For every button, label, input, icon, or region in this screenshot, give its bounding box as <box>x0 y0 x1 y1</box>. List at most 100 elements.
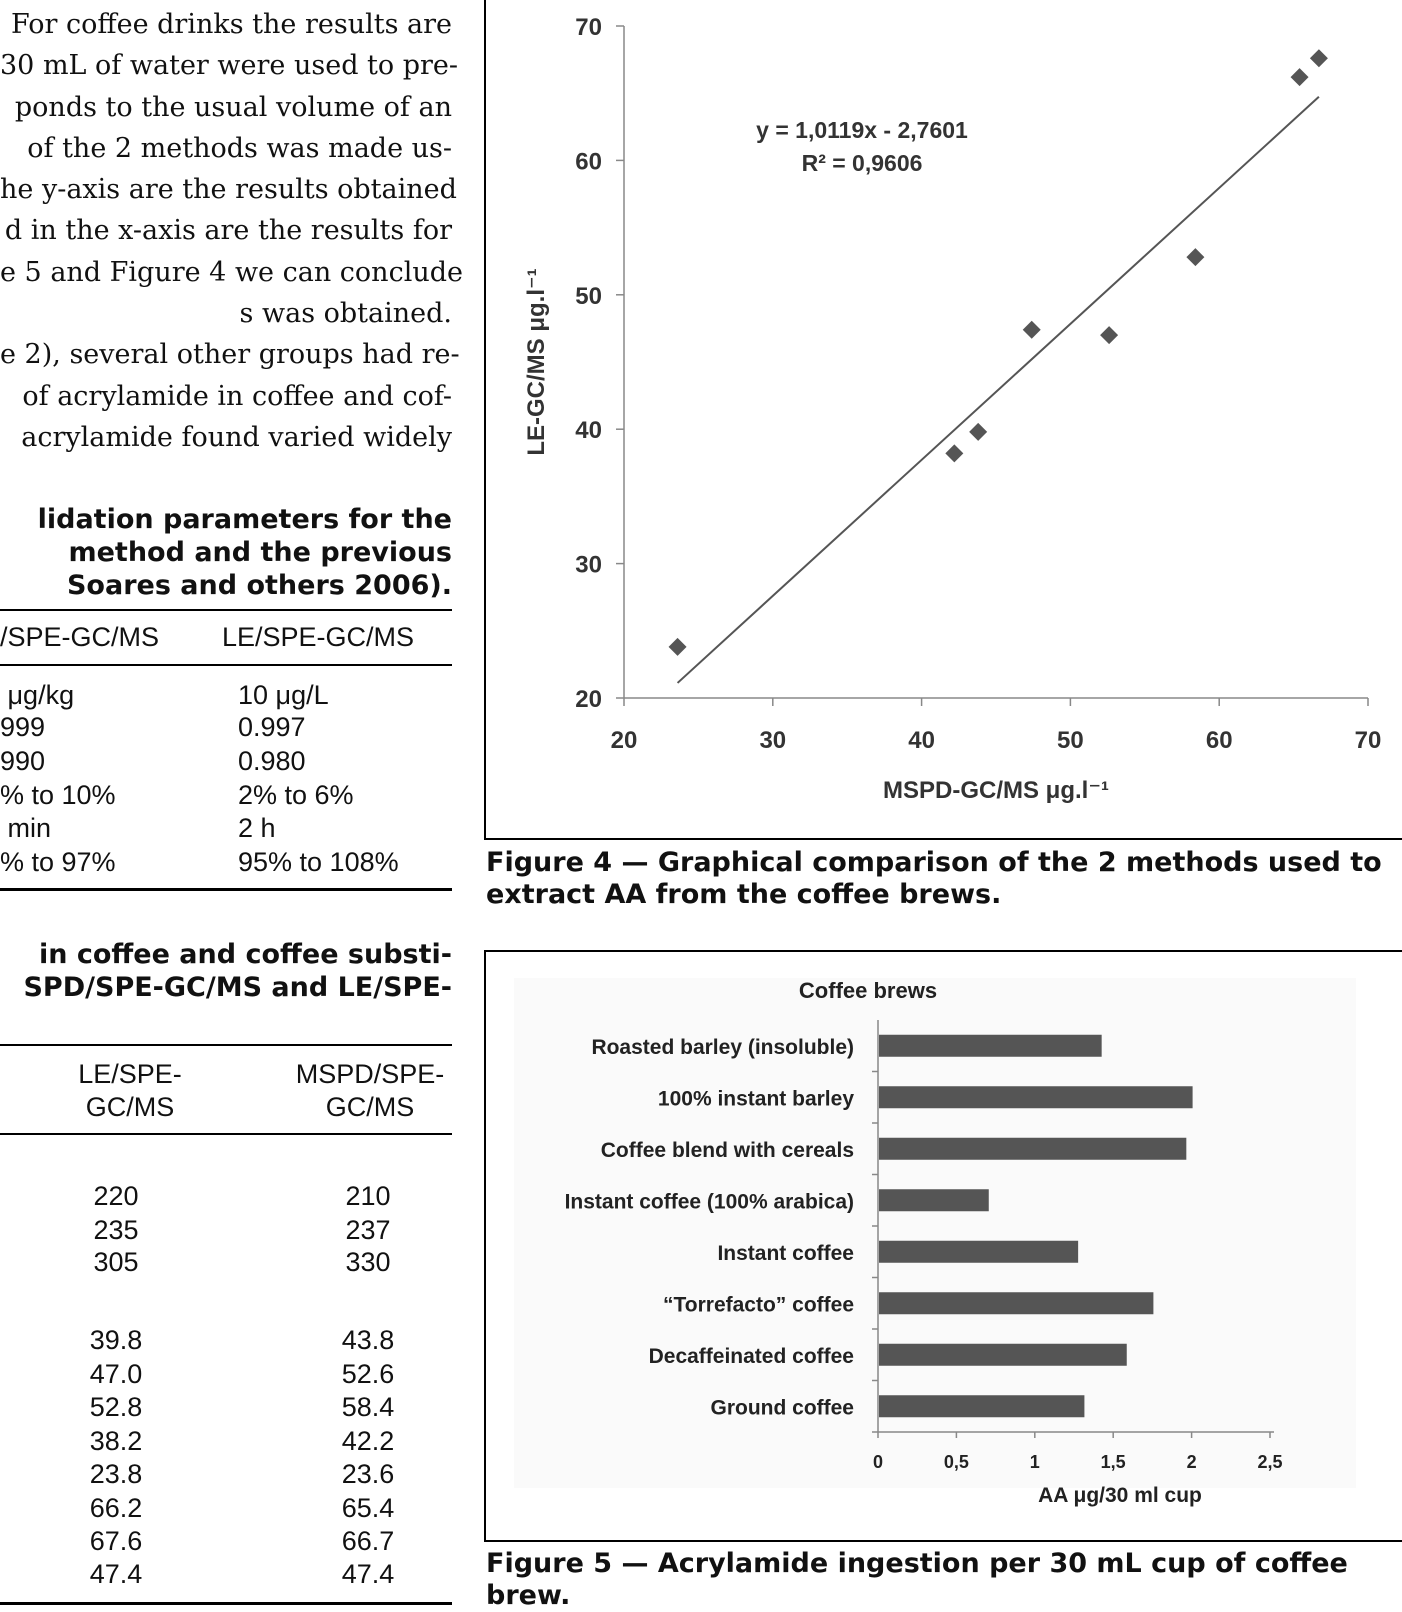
category-label: “Torrefacto” coffee <box>663 1293 854 1316</box>
body-text-line: 30 mL of water were used to pre- <box>0 50 459 82</box>
x-tick-label: 2,5 <box>1257 1452 1282 1472</box>
x-tick-label: 70 <box>1355 727 1382 754</box>
table5-cell: 237 <box>345 1215 391 1245</box>
table4-cell: 990 <box>0 746 46 776</box>
body-text-line: s was obtained. <box>239 298 452 330</box>
x-tick-label: 0 <box>873 1452 883 1472</box>
trendline <box>676 96 1320 684</box>
table5-top-rule <box>0 1044 452 1046</box>
x-tick-label: 30 <box>759 727 786 754</box>
table5-cell: 65.4 <box>341 1493 395 1523</box>
figure5-caption: Figure 5 — Acrylamide ingestion per 30 m… <box>486 1548 1348 1612</box>
category-label: Ground coffee <box>710 1396 854 1419</box>
y-tick-label: 70 <box>575 14 602 41</box>
table4-cell: μg/kg <box>0 680 75 710</box>
table4-cell: 2 h <box>238 813 276 843</box>
table4-cell: 0.980 <box>238 746 306 776</box>
table5-cell: 305 <box>93 1247 139 1277</box>
x-tick-label: 40 <box>908 727 935 754</box>
y-tick-label: 60 <box>575 148 602 175</box>
table5-cell: 47.4 <box>89 1559 143 1589</box>
table4-header-rule <box>0 664 452 666</box>
body-text-line: For coffee drinks the results are <box>11 9 452 40</box>
equation-label: y = 1,0119x - 2,7601 <box>756 117 968 143</box>
table4-caption-line: Soares and others 2006). <box>66 570 452 601</box>
chart-title: Coffee brews <box>799 978 937 1003</box>
x-axis-title: MSPD-GC/MS μg.l⁻¹ <box>883 777 1109 804</box>
data-point <box>1022 320 1041 339</box>
table5-cell: 23.8 <box>89 1459 143 1489</box>
table5-caption: in coffee and coffee substi- SPD/SPE-GC/… <box>0 938 452 1004</box>
table5-cell: 52.6 <box>341 1359 395 1389</box>
table4-header: /SPE-GC/MS <box>0 622 160 652</box>
table5-cell: 47.0 <box>89 1359 143 1389</box>
body-text-line: ponds to the usual volume of an <box>14 91 452 123</box>
x-tick-label: 2 <box>1187 1452 1197 1472</box>
table5-cell: 58.4 <box>341 1392 395 1422</box>
table4-bottom-rule <box>0 888 452 891</box>
x-tick-label: 0,5 <box>944 1452 969 1472</box>
y-tick-label: 30 <box>575 552 602 579</box>
table5-header-line: GC/MS <box>325 1092 415 1122</box>
x-tick-label: 1 <box>1030 1452 1040 1472</box>
category-label: 100% instant barley <box>658 1087 854 1110</box>
figure4-scatter-chart: 20 30 40 50 60 70 20 30 40 50 60 70 y = 1,0119x - 2,… <box>523 14 1382 804</box>
category-label: Roasted barley (insoluble) <box>591 1036 854 1059</box>
table5-cell: 43.8 <box>341 1325 395 1355</box>
data-point <box>945 444 964 463</box>
bar <box>879 1137 1187 1160</box>
table5-cell: 66.2 <box>89 1493 143 1523</box>
body-text-line: e 2), several other groups had re- <box>0 339 460 371</box>
y-tick-label: 40 <box>575 417 602 444</box>
body-text-line: d in the x-axis are the results for <box>4 215 452 247</box>
body-text: For coffee drinks the results are 30 mL o… <box>0 4 463 458</box>
bar <box>879 1343 1127 1366</box>
figure4-caption-line: Figure 4 — Graphical comparison of the 2… <box>486 847 1382 878</box>
x-axis-title: AA μg/30 ml cup <box>1038 1484 1202 1507</box>
data-point <box>1309 49 1328 68</box>
table4-caption-line: method and the previous <box>68 537 452 568</box>
table5-header: LE/SPE- GC/MS <box>60 1058 200 1124</box>
table4-header: LE/SPE-GC/MS <box>222 622 415 652</box>
y-axis-title: LE-GC/MS μg.l⁻¹ <box>523 268 550 455</box>
table5-cell: 235 <box>93 1215 139 1245</box>
data-point <box>1100 326 1119 345</box>
table5-cell: 39.8 <box>89 1325 143 1355</box>
table4-cell: min <box>0 813 52 843</box>
body-text-line: he y-axis are the results obtained <box>0 174 457 206</box>
table5-bottom-rule <box>0 1602 452 1605</box>
table4-caption: lidation parameters for the method and t… <box>0 503 452 602</box>
figure4-caption-line: extract AA from the coffee brews. <box>486 879 1002 910</box>
data-point <box>668 637 687 656</box>
data-point <box>1186 248 1205 267</box>
table5-header-line: LE/SPE- <box>78 1059 182 1089</box>
table5-header-rule <box>0 1133 452 1135</box>
table5-caption-line: SPD/SPE-GC/MS and LE/SPE- <box>23 972 452 1003</box>
figure5-caption-line: brew. <box>486 1580 571 1611</box>
table5-cell: 67.6 <box>89 1526 143 1556</box>
x-tick-label: 50 <box>1057 727 1084 754</box>
table5-caption-line: in coffee and coffee substi- <box>38 939 452 970</box>
data-point <box>1290 68 1309 87</box>
table5-cell: 23.6 <box>341 1459 395 1489</box>
y-tick-label: 50 <box>575 283 602 310</box>
table4-cell: % to 10% <box>0 780 116 810</box>
x-tick-label: 20 <box>611 727 638 754</box>
figure4-caption: Figure 4 — Graphical comparison of the 2… <box>486 847 1382 911</box>
table4-caption-line: lidation parameters for the <box>37 504 452 535</box>
category-label: Instant coffee (100% arabica) <box>565 1190 854 1213</box>
figure4-frame: 20 30 40 50 60 70 20 30 40 50 60 70 y = 1,0119x - 2,… <box>484 0 1402 840</box>
bar <box>879 1240 1079 1263</box>
table4-cell: 10 μg/L <box>238 680 329 710</box>
body-text-line: of the 2 methods was made us- <box>27 132 452 164</box>
bar <box>879 1086 1193 1109</box>
x-tick-label: 60 <box>1206 727 1233 754</box>
table5-header-line: GC/MS <box>85 1092 175 1122</box>
table5-cell: 42.2 <box>341 1426 395 1456</box>
x-tick-label: 1,5 <box>1101 1452 1126 1472</box>
table5-cell: 38.2 <box>89 1426 143 1456</box>
table5-header: MSPD/SPE- GC/MS <box>285 1058 455 1124</box>
table4-cell: % to 97% <box>0 847 116 877</box>
table5-cell: 47.4 <box>341 1559 395 1589</box>
